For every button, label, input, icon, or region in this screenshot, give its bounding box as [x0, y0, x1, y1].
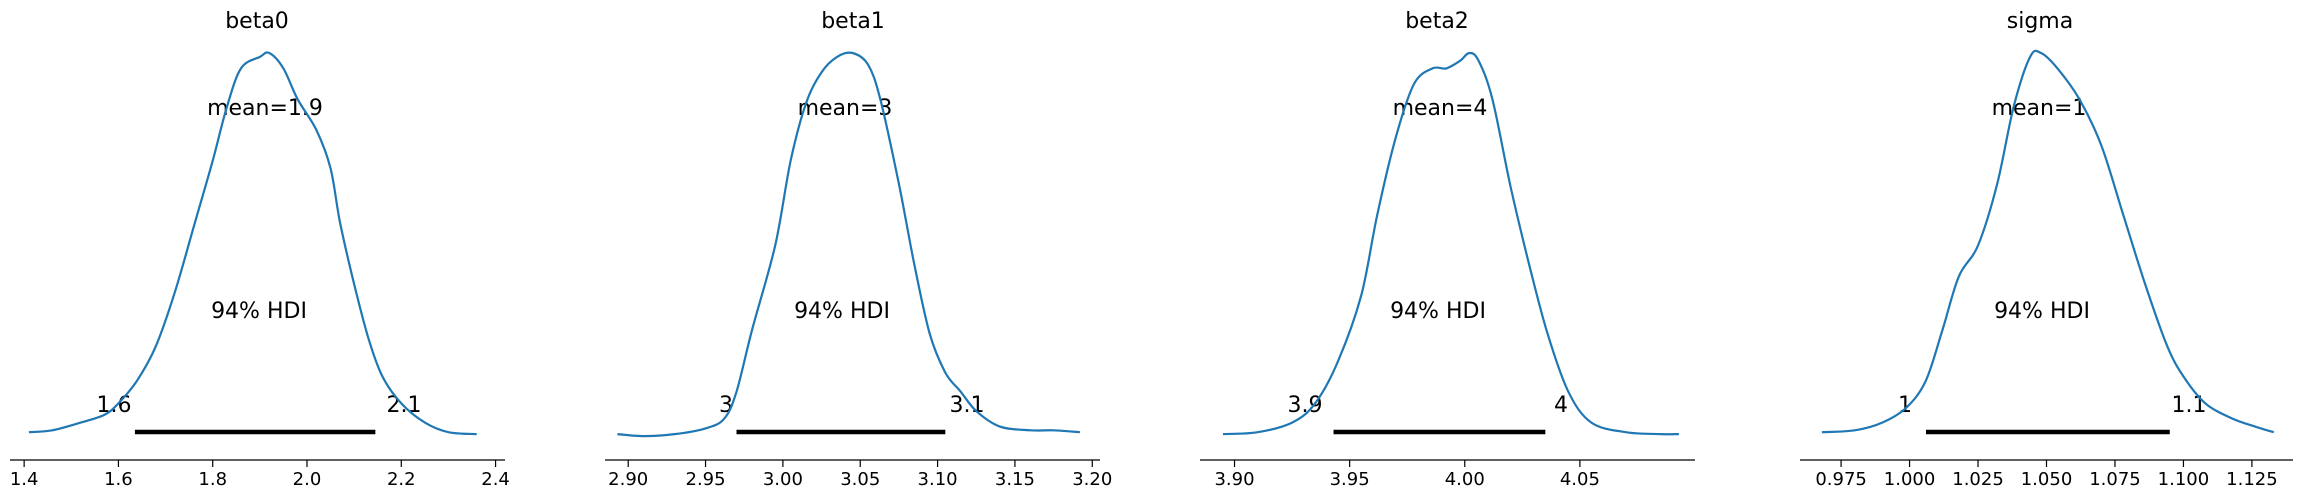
x-tick-label: 2.90 — [608, 469, 648, 490]
x-tick-label: 2.4 — [481, 469, 510, 490]
kde-curve — [1222, 51, 1679, 436]
x-tick-label: 3.05 — [840, 469, 880, 490]
panel-beta0: beta0 mean=1.9 94% HDI 1.6 2.1 1.4 1.6 1.8… — [10, 9, 510, 490]
hdi-high-label: 1.1 — [2172, 393, 2207, 418]
kde-curve — [28, 51, 477, 436]
panel-title: sigma — [2007, 9, 2073, 34]
panel-beta2: beta2 mean=4 94% HDI 3.9 4 3.90 3.95 4.00 4… — [1200, 9, 1695, 490]
panel-title: beta2 — [1405, 9, 1469, 34]
hdi-label: 94% HDI — [794, 299, 890, 324]
panel-title: beta1 — [821, 9, 885, 34]
hdi-low-label: 1.6 — [97, 393, 132, 418]
hdi-high-label: 4 — [1554, 393, 1568, 418]
kde-curve — [617, 51, 1080, 438]
x-tick-label: 1.8 — [198, 469, 227, 490]
x-tick-label: 0.975 — [1815, 469, 1867, 490]
x-tick-label: 3.15 — [995, 469, 1035, 490]
x-tick-label: 1.000 — [1884, 469, 1936, 490]
x-tick-label: 1.125 — [2226, 469, 2278, 490]
panel-sigma: sigma mean=1 94% HDI 1 1.1 0.975 1.000 1.0… — [1800, 9, 2293, 490]
x-tick-label: 3.10 — [918, 469, 958, 490]
x-tick-label: 3.95 — [1330, 469, 1370, 490]
x-tick-label: 1.025 — [1952, 469, 2004, 490]
x-tick-label: 4.00 — [1445, 469, 1485, 490]
x-tick-label: 4.05 — [1560, 469, 1600, 490]
x-tick-label: 2.0 — [293, 469, 322, 490]
hdi-label: 94% HDI — [1390, 299, 1486, 324]
x-tick-label: 2.95 — [686, 469, 726, 490]
mean-label: mean=1 — [1992, 96, 2087, 121]
x-tick-label: 1.100 — [2158, 469, 2210, 490]
panel-beta1: beta1 mean=3 94% HDI 3 3.1 2.90 2.95 3.00 3… — [605, 9, 1112, 490]
x-tick-label: 1.050 — [2021, 469, 2073, 490]
panel-title: beta0 — [225, 9, 289, 34]
x-tick-label: 3.00 — [763, 469, 803, 490]
x-tick-label: 1.4 — [10, 469, 39, 490]
hdi-label: 94% HDI — [1994, 299, 2090, 324]
x-tick-label: 1.6 — [104, 469, 133, 490]
x-tick-label: 3.90 — [1214, 469, 1254, 490]
x-tick-label: 1.075 — [2089, 469, 2141, 490]
x-tick-label: 2.2 — [387, 469, 416, 490]
kde-curve — [1821, 49, 2275, 434]
x-tick-label: 3.20 — [1072, 469, 1112, 490]
hdi-label: 94% HDI — [211, 299, 307, 324]
mean-label: mean=3 — [798, 96, 893, 121]
